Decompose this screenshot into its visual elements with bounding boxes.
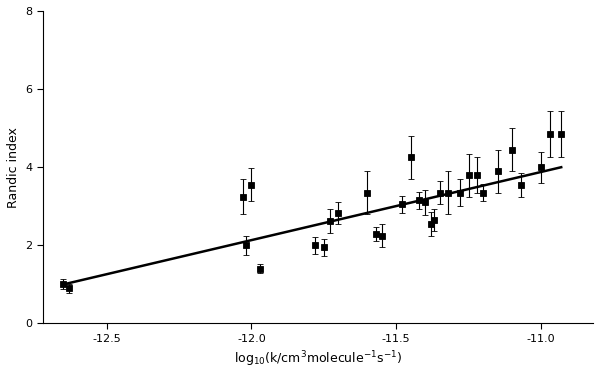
Y-axis label: Randic index: Randic index [7, 127, 20, 208]
X-axis label: log$_{10}$(k/cm$^{3}$molecule$^{-1}$s$^{-1}$): log$_{10}$(k/cm$^{3}$molecule$^{-1}$s$^{… [234, 349, 402, 369]
